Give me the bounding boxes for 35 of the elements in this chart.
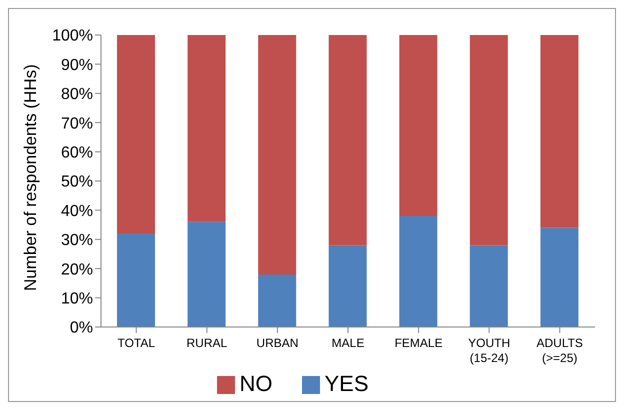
y-tick-label: 30% (60, 232, 93, 250)
x-tick-label: FEMALE (394, 336, 443, 350)
bar (328, 35, 367, 246)
legend-label: YES (324, 371, 369, 396)
bar (399, 216, 438, 327)
y-tick-label: 0% (70, 320, 93, 337)
x-tick-label: URBAN (256, 336, 298, 350)
bar (188, 35, 226, 222)
x-tick-label: MALE (332, 336, 364, 350)
bar (188, 222, 226, 327)
y-tick-label: 60% (60, 144, 93, 162)
bar (540, 35, 578, 228)
bar (540, 228, 578, 327)
bar (258, 274, 296, 327)
legend-label: NO (239, 371, 272, 396)
y-tick-label: 10% (60, 290, 93, 308)
y-tick-label: 80% (60, 86, 93, 104)
x-tick-label: YOUTH (15-24) (468, 336, 510, 365)
x-tick-label: RURAL (186, 336, 228, 350)
x-tick-label: ADULTS (>=25) (536, 336, 583, 365)
bar (399, 35, 438, 216)
y-tick-label: 100% (52, 28, 93, 45)
bar (328, 245, 367, 327)
x-tick-label: TOTAL (117, 336, 156, 350)
y-tick-label: 70% (60, 115, 93, 132)
y-tick-label: 50% (60, 174, 93, 191)
bar (117, 234, 155, 327)
y-tick-label: 40% (60, 202, 93, 220)
bar (258, 35, 296, 274)
bar (117, 35, 155, 234)
bar (470, 35, 508, 246)
y-tick-label: 20% (60, 261, 93, 278)
bar (470, 245, 508, 327)
y-tick-label: 90% (60, 56, 93, 74)
y-axis-title: Number of respondents (HHs) (21, 64, 40, 291)
